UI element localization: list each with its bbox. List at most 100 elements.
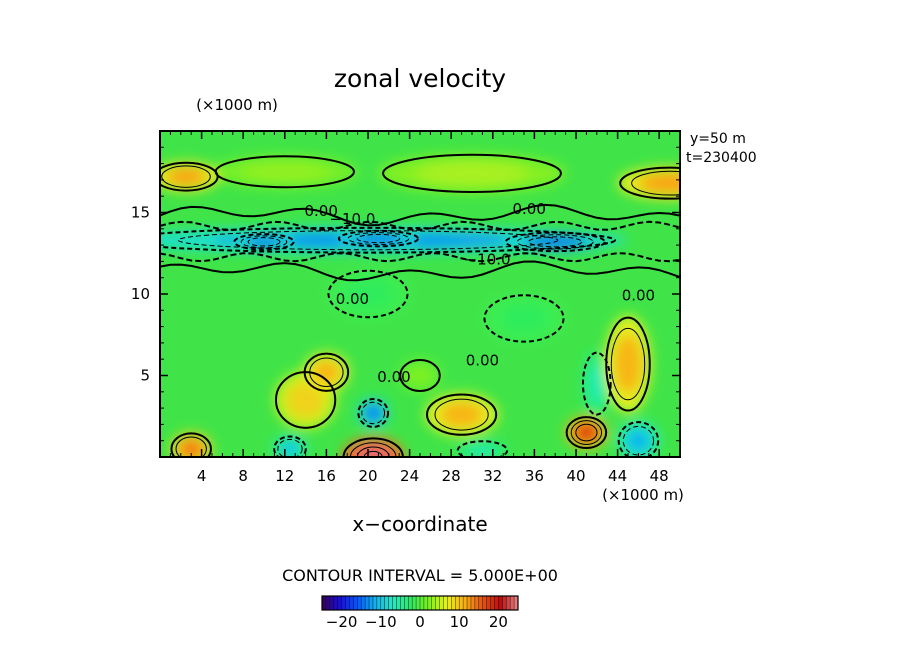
contour-label: −10.0: [329, 210, 375, 228]
colorbar-cell: [502, 596, 507, 610]
contour-label: 0.00: [336, 290, 369, 308]
field-feature: [614, 334, 642, 394]
contour-line: [357, 398, 390, 428]
contour-line: [327, 269, 409, 319]
chart-title: zonal velocity: [334, 64, 506, 93]
colorbar-cell: [506, 596, 511, 610]
contour-label: 0.00: [622, 287, 655, 305]
contour-line: [399, 359, 441, 392]
contour-line: [456, 440, 509, 457]
x-tick-label: 44: [608, 467, 627, 485]
colorbar-cell: [435, 596, 440, 610]
field-feature: [363, 404, 383, 422]
contour-line: [175, 436, 207, 457]
colorbar-cell: [514, 596, 519, 610]
contour-line: [382, 153, 562, 193]
colorbar-cell: [423, 596, 429, 610]
field-feature: [466, 444, 498, 457]
colorbar-cell: [333, 596, 338, 610]
x-tick-label: 48: [650, 467, 669, 485]
contour-line: [274, 371, 337, 429]
colorbar-cell: [451, 596, 456, 610]
x-axis-label: x−coordinate: [352, 512, 487, 536]
contour-line: [277, 438, 303, 457]
contour-line: [233, 233, 295, 251]
colorbar-cell: [498, 596, 503, 610]
colorbar-tick-label: −20: [326, 613, 358, 631]
colorbar-cell: [431, 596, 436, 610]
colorbar-cell: [490, 596, 495, 610]
x-tick-label: 20: [358, 467, 377, 485]
x-tick-label: 12: [275, 467, 294, 485]
contour-line: [426, 393, 498, 436]
colorbar-cell: [455, 596, 460, 610]
contour-line: [361, 401, 386, 425]
field-feature: [499, 303, 549, 334]
colorbar-cell: [365, 596, 370, 610]
contour-label: −10.0: [465, 251, 511, 269]
contour-line: [504, 231, 606, 253]
contour-label: 0.00: [304, 202, 337, 220]
colorbar-cell: [388, 596, 393, 610]
contour-line: [483, 294, 565, 343]
colorbar-tick-label: 10: [450, 613, 469, 631]
colorbar-cell: [369, 596, 374, 610]
colorbar-cell: [416, 596, 421, 610]
contour-line: [581, 351, 612, 416]
contour-line: [617, 421, 660, 457]
velocity-field: [160, 131, 680, 457]
contour-label: 0.00: [512, 200, 545, 218]
colorbar-cell: [447, 596, 452, 610]
field-feature: [588, 364, 606, 404]
neg-ten-contour: [160, 252, 680, 263]
info-y-position: y=50 m: [690, 131, 746, 147]
colorbar-cell: [412, 596, 417, 610]
colorbar-cell: [372, 596, 378, 610]
colorbar-cell: [357, 596, 362, 610]
colorbar-cell: [376, 596, 382, 610]
field-feature: [166, 167, 206, 186]
field-feature: [407, 365, 433, 386]
x-tick-label: 40: [566, 467, 585, 485]
colorbar-tick-label: 20: [489, 613, 508, 631]
colorbar-cell: [329, 596, 335, 610]
colorbar-tick-label: −10: [365, 613, 397, 631]
contour-interval-note: CONTOUR INTERVAL = 5.000E+00: [282, 566, 558, 585]
contour-line: [619, 166, 680, 200]
contour-label: 0.00: [466, 352, 499, 370]
colorbar-cell: [470, 596, 476, 610]
field-feature: [312, 360, 341, 384]
contour-line: [240, 235, 288, 249]
colorbar-cell: [341, 596, 346, 610]
colorbar-cell: [361, 596, 366, 610]
field-feature: [573, 422, 599, 443]
y-tick-label: 10: [131, 285, 150, 303]
colorbar-frame: [321, 595, 519, 611]
contour-line: [247, 237, 281, 247]
contour-line: [631, 170, 680, 196]
colorbar-cell: [467, 596, 472, 610]
colorbar-cell: [337, 596, 342, 610]
colorbar-cell: [474, 596, 480, 610]
colorbar-cell: [404, 596, 409, 610]
field-feature: [625, 428, 651, 453]
contour-line: [342, 437, 404, 457]
colorbar-cell: [380, 596, 386, 610]
contour-line: [622, 425, 655, 456]
contour-label: 0.00: [377, 368, 410, 386]
field-feature: [638, 173, 680, 193]
x-tick-label: 28: [442, 467, 461, 485]
colorbar-cell: [353, 596, 358, 610]
contour-line: [570, 420, 603, 445]
x-tick-label: 4: [197, 467, 207, 485]
y-unit-label: (×1000 m): [196, 96, 278, 114]
colorbar-cell: [325, 596, 331, 610]
field-feature: [439, 401, 484, 428]
y-tick-label: 5: [140, 367, 150, 385]
colorbar-cell: [482, 596, 487, 610]
y-tick-label: 15: [131, 204, 150, 222]
colorbar-cell: [478, 596, 484, 610]
contour-line: [434, 398, 489, 431]
field-feature: [415, 161, 529, 186]
field-feature: [343, 279, 393, 309]
